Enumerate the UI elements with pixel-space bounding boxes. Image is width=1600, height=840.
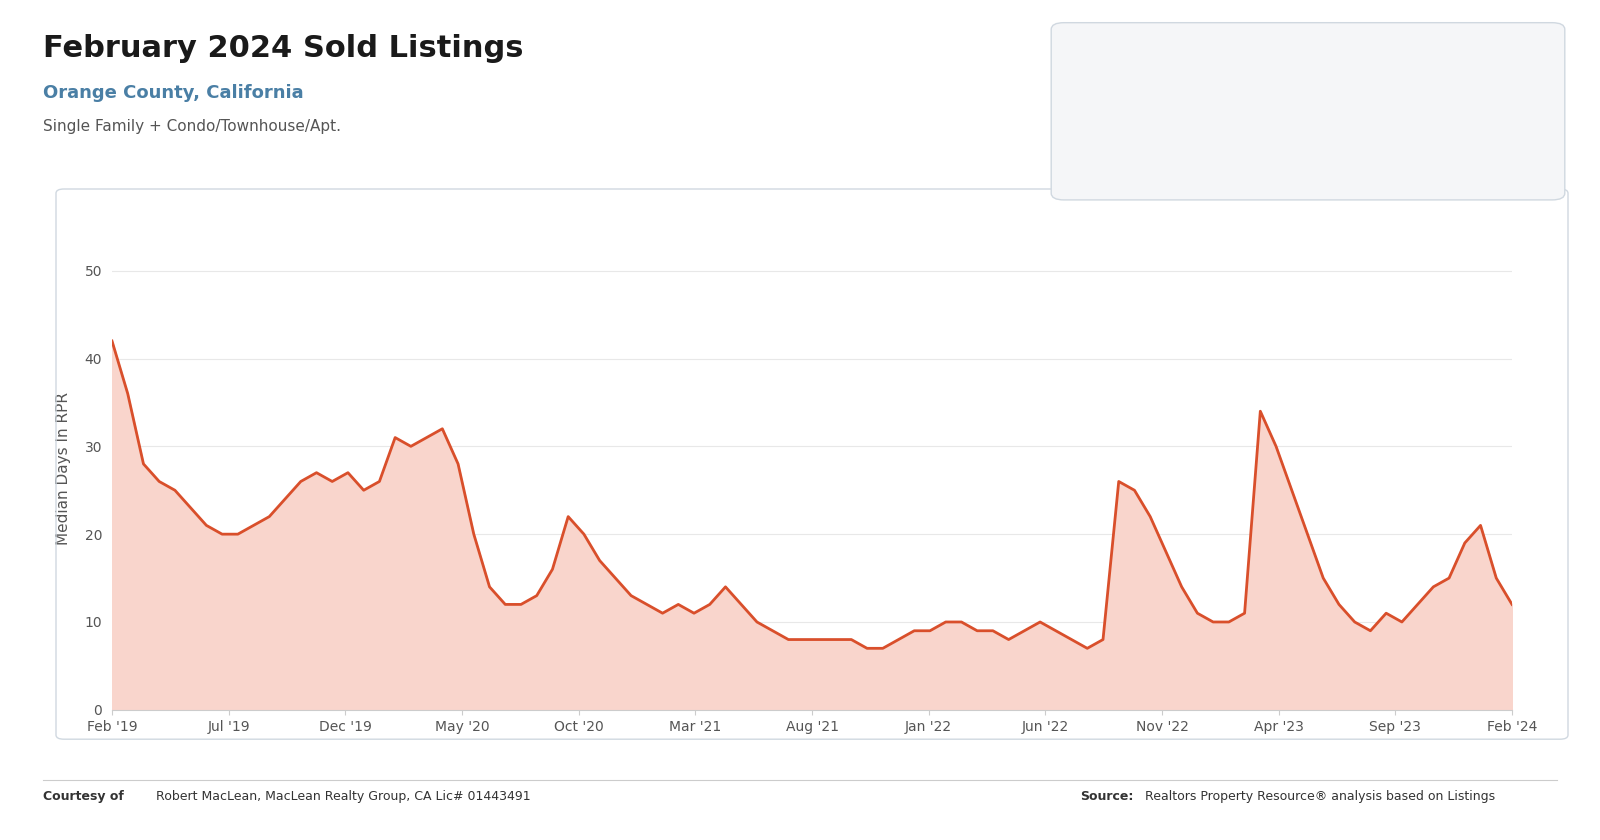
Text: Courtesy of: Courtesy of [43,790,125,802]
Text: Orange County, California: Orange County, California [43,84,304,102]
Text: 36.8% Month over Month: 36.8% Month over Month [1120,144,1294,159]
Text: Robert MacLean, MacLean Realty Group, CA Lic# 01443491: Robert MacLean, MacLean Realty Group, CA… [152,790,531,802]
Y-axis label: Median Days In RPR: Median Days In RPR [56,391,70,545]
Text: Source:: Source: [1080,790,1133,802]
Text: Realtors Property Resource® analysis based on Listings: Realtors Property Resource® analysis bas… [1141,790,1494,802]
Text: 12: 12 [1091,88,1149,130]
Text: Median Days in RPR: Median Days in RPR [1091,42,1262,57]
Text: Single Family + Condo/Townhouse/Apt.: Single Family + Condo/Townhouse/Apt. [43,119,341,134]
Text: February 2024 Sold Listings: February 2024 Sold Listings [43,34,523,63]
Text: ▼: ▼ [1091,144,1101,157]
